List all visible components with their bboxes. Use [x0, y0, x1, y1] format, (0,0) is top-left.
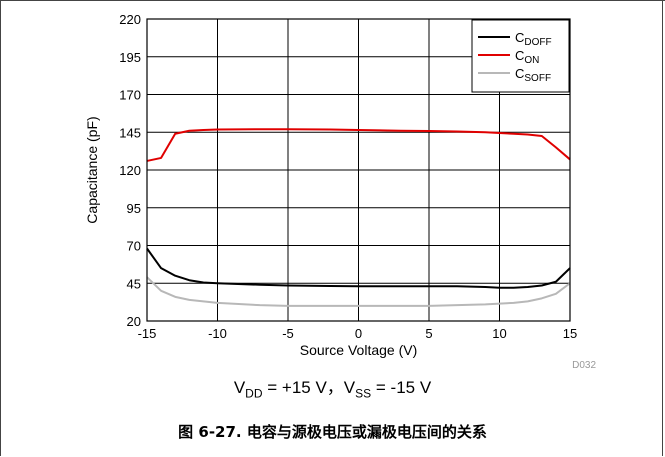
vdd-subscript: DD [245, 386, 263, 401]
y-tick-label: 170 [119, 88, 141, 103]
series-line-csoff [146, 276, 571, 307]
x-tick-label: 15 [563, 326, 577, 341]
series-line-cdoff [146, 247, 571, 289]
vdd-symbol: V [233, 378, 246, 397]
condition-separator: ， [326, 378, 344, 397]
vdd-value: = +15 V [262, 378, 327, 397]
vss-subscript: SS [355, 386, 372, 401]
y-tick-label: 70 [127, 239, 141, 254]
y-tick-label: 120 [119, 163, 141, 178]
vss-symbol: V [343, 378, 356, 397]
x-tick-label: 10 [492, 326, 506, 341]
legend-label-con: CON [515, 48, 539, 66]
chart-series [146, 128, 571, 307]
y-axis-label: Capacitance (pF) [84, 116, 100, 223]
frame-top-border [0, 0, 665, 1]
x-tick-label: -15 [138, 326, 157, 341]
legend-label-cdoff: CDOFF [515, 30, 552, 48]
chart-ticks: -15 -10 -5 0 5 10 15 20 45 70 95 120 145 170 195 220 [119, 12, 577, 341]
x-tick-label: -5 [282, 326, 294, 341]
plot-border [146, 18, 571, 322]
x-tick-label: 5 [425, 326, 432, 341]
series-line-con [146, 128, 571, 162]
test-condition: VDD = +15 V，VSS = -15 V [0, 373, 665, 400]
y-tick-label: 195 [119, 50, 141, 65]
y-tick-label: 45 [127, 276, 141, 291]
legend-label-csoff: CSOFF [515, 66, 551, 84]
x-axis-label: Source Voltage (V) [300, 342, 418, 358]
x-tick-label: -10 [208, 326, 227, 341]
y-tick-label: 220 [119, 12, 141, 27]
figure-id-watermark: D032 [572, 360, 596, 371]
y-tick-label: 95 [127, 201, 141, 216]
capacitance-chart: -15 -10 -5 0 5 10 15 20 45 70 95 120 145 170 195 220 So… [84, 12, 596, 371]
y-tick-label: 145 [119, 125, 141, 140]
y-tick-label: 20 [127, 314, 141, 329]
vss-value: = -15 V [371, 378, 432, 397]
figure-caption: 图 6-27. 电容与源极电压或漏极电压间的关系 [178, 423, 487, 441]
x-tick-label: 0 [355, 326, 362, 341]
